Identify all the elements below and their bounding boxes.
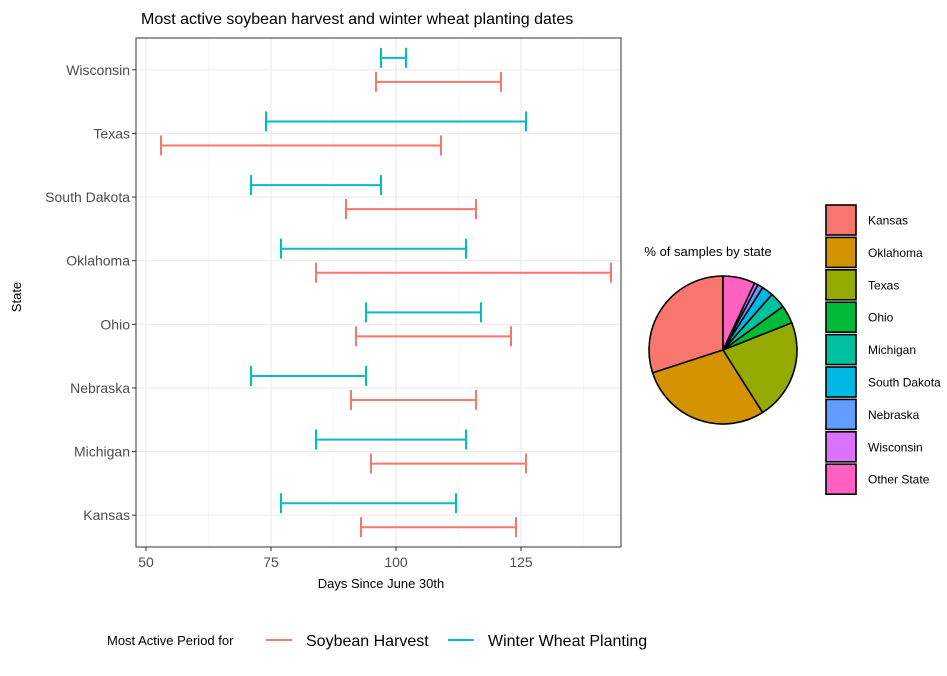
pie-legend-key-other-state <box>825 463 857 496</box>
range-winter-wheat-planting-kansas <box>280 493 457 514</box>
pie-legend-label-wisconsin: Wisconsin <box>868 440 923 454</box>
pie-legend-label-other-state: Other State <box>868 473 930 487</box>
range-winter-wheat-planting-oklahoma <box>280 238 467 259</box>
y-tick-label-south-dakota: South Dakota <box>45 189 130 205</box>
range-soybean-harvest-michigan <box>370 453 527 474</box>
legend-label-winter-wheat-planting: Winter Wheat Planting <box>488 633 647 650</box>
range-winter-wheat-planting-ohio <box>365 302 482 323</box>
pie-slice-oklahoma <box>651 349 764 425</box>
pie-legend-key-south-dakota <box>825 366 857 398</box>
pie-legend-label-kansas: Kansas <box>868 214 908 228</box>
pie-legend-key-texas <box>825 268 857 301</box>
pie-title: % of samples by state <box>644 244 771 259</box>
range-winter-wheat-planting-michigan <box>315 429 467 450</box>
y-tick-label-kansas: Kansas <box>83 507 130 523</box>
y-tick-label-wisconsin: Wisconsin <box>66 62 130 78</box>
pie-legend-label-ohio: Ohio <box>868 311 894 325</box>
legend-title: Most Active Period for <box>107 633 234 648</box>
x-tick-label: 50 <box>138 554 154 570</box>
pie-slice-other-state <box>722 275 756 351</box>
pie-legend-key-nebraska <box>825 398 857 431</box>
y-tick-label-texas: Texas <box>93 125 130 141</box>
range-winter-wheat-planting-wisconsin <box>380 47 407 68</box>
pie-legend-label-nebraska: Nebraska <box>868 408 920 422</box>
range-chart-panel: 50 75 100 125 Wisconsin Texas South Dakota Okla… <box>45 37 622 570</box>
bottom-legend: Most Active Period for Soybean Harvest Win… <box>107 633 647 650</box>
pie-legend-label-oklahoma: Oklahoma <box>868 246 923 260</box>
pie-chart <box>648 275 798 425</box>
x-tick-label: 125 <box>509 554 533 570</box>
range-soybean-harvest-ohio <box>355 326 512 347</box>
pie-legend: Kansas Oklahoma Texas Ohio Michigan South Dak… <box>825 204 941 496</box>
range-soybean-harvest-wisconsin <box>375 71 502 92</box>
pie-legend-key-oklahoma <box>825 236 857 269</box>
range-soybean-harvest-texas <box>160 135 442 156</box>
y-axis-label: State <box>9 282 24 312</box>
range-soybean-harvest-nebraska <box>350 389 477 410</box>
y-tick-label-oklahoma: Oklahoma <box>66 253 130 269</box>
pie-legend-key-kansas <box>825 204 857 236</box>
x-tick-label: 75 <box>263 554 279 570</box>
range-winter-wheat-planting-texas <box>265 111 527 132</box>
pie-slice-texas <box>722 321 798 414</box>
pie-legend-key-ohio <box>825 301 857 334</box>
legend-label-soybean-harvest: Soybean Harvest <box>306 633 429 650</box>
range-winter-wheat-planting-nebraska <box>250 365 367 386</box>
pie-legend-key-michigan <box>825 333 857 366</box>
pie-legend-label-michigan: Michigan <box>868 343 916 357</box>
x-tick-label: 100 <box>384 554 408 570</box>
chart-title: Most active soybean harvest and winter w… <box>141 11 573 28</box>
range-soybean-harvest-kansas <box>360 517 517 538</box>
pie-slice-kansas <box>648 275 724 374</box>
y-tick-label-michigan: Michigan <box>74 444 130 460</box>
panel-border <box>135 37 622 548</box>
pie-legend-label-south-dakota: South Dakota <box>868 376 941 390</box>
range-soybean-harvest-south-dakota <box>345 199 477 220</box>
pie-legend-key-wisconsin <box>825 430 857 463</box>
y-tick-label-ohio: Ohio <box>100 316 130 332</box>
range-soybean-harvest-oklahoma <box>315 262 612 283</box>
pie-legend-label-texas: Texas <box>868 278 899 292</box>
x-axis-label: Days Since June 30th <box>318 576 444 591</box>
range-winter-wheat-planting-south-dakota <box>250 175 382 196</box>
y-tick-label-nebraska: Nebraska <box>70 380 130 396</box>
